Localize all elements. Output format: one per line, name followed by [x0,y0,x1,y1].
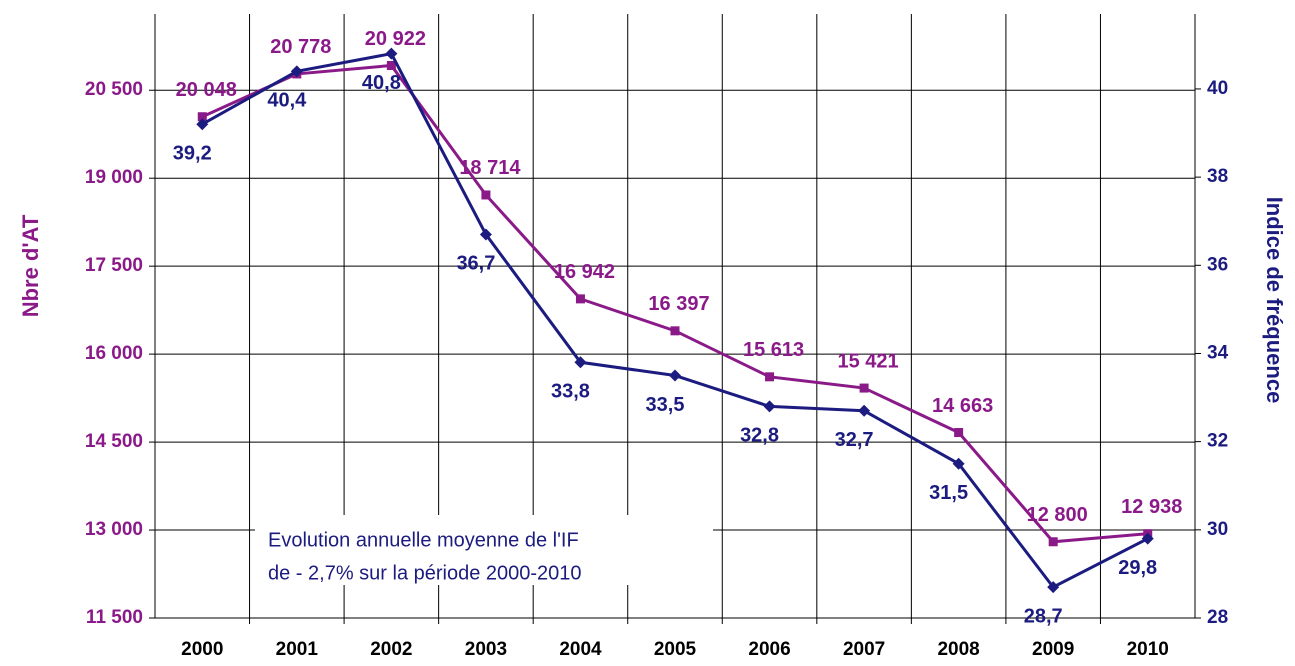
y2-tick-label: 38 [1207,166,1228,187]
point [765,372,775,382]
data-label: 12 938 [1121,496,1182,518]
data-label: 32,8 [740,425,779,447]
point [481,190,491,200]
point [1048,537,1058,547]
point [859,383,869,393]
point [385,47,398,60]
data-label: 16 942 [554,261,615,283]
x-tick-label: 2004 [559,639,602,660]
data-label: 31,5 [929,482,968,504]
data-label: 14 663 [932,395,993,417]
data-label: 40,4 [267,90,307,112]
x-tick-label: 2003 [465,639,507,660]
point [197,112,207,122]
y2-tick-label: 28 [1207,607,1228,628]
x-tick-label: 2010 [1127,639,1169,660]
y2-tick-label: 40 [1207,78,1228,99]
point [952,457,965,470]
point [669,369,681,382]
point [290,65,303,78]
data-label: 16 397 [648,293,709,315]
y2-tick-label: 36 [1207,254,1228,275]
data-label: 39,2 [173,143,212,165]
y-tick-label: 14 500 [85,431,143,452]
y2-axis-label: Indice de fréquence [1262,197,1287,404]
x-tick-label: 2000 [181,639,223,660]
point [574,356,587,369]
data-label: 12 800 [1027,504,1088,526]
x-tick-label: 2002 [370,639,412,660]
y2-tick-label: 32 [1207,431,1228,452]
annotation-box [255,515,713,585]
y-tick-label: 16 000 [85,343,143,364]
point [670,326,680,336]
y-tick-label: 13 000 [85,519,143,540]
x-tick-label: 2006 [748,639,790,660]
x-tick-label: 2001 [276,639,319,660]
point [1047,581,1060,594]
data-label: 40,8 [362,72,401,94]
x-tick-label: 2005 [654,639,697,660]
point [954,428,964,438]
y-tick-label: 20 500 [85,79,143,100]
data-label: 15 613 [743,339,804,361]
y2-tick-label: 30 [1207,519,1228,540]
y2-tick-label: 34 [1207,342,1229,363]
x-tick-label: 2007 [843,639,885,660]
point [386,60,396,70]
point [763,400,776,413]
point [196,118,209,131]
point [858,404,871,417]
data-label: 18 714 [459,157,521,179]
point [479,228,492,241]
data-label: 20 048 [176,79,237,101]
y-tick-label: 19 000 [85,167,143,188]
data-label: 28,7 [1024,605,1063,627]
data-label: 15 421 [838,350,899,372]
x-tick-label: 2009 [1032,639,1074,660]
data-label: 29,8 [1118,557,1157,579]
y-tick-label: 17 500 [85,255,143,276]
point [575,294,585,304]
y-axis-label: Nbre d'AT [18,214,43,317]
data-label: 20 778 [270,36,331,58]
x-tick-label: 2008 [937,639,979,660]
data-label: 33,8 [551,381,590,403]
data-label: 36,7 [456,253,495,275]
annotation: de - 2,7% sur la période 2000-2010 [268,562,582,584]
point [1141,532,1154,545]
data-label: 20 922 [365,28,426,50]
data-label: 33,5 [646,394,685,416]
y-tick-label: 11 500 [86,607,143,628]
annotation: Evolution annuelle moyenne de l'IF [268,529,579,551]
data-label: 32,7 [835,429,874,451]
